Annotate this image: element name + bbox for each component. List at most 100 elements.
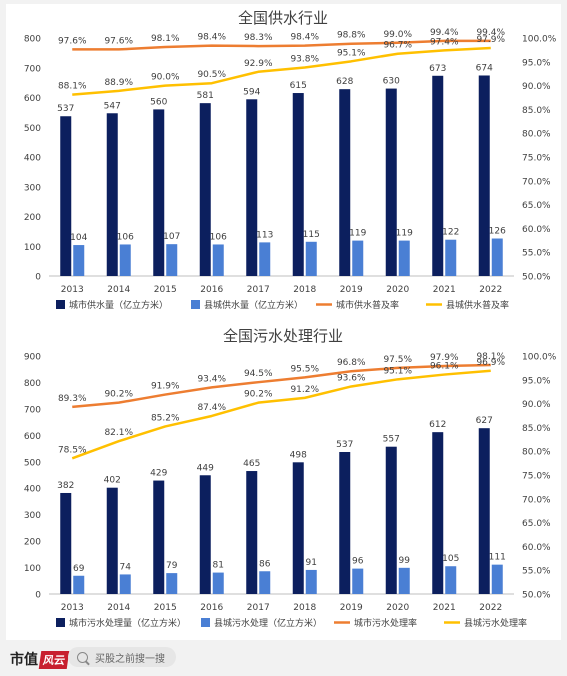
x-tick-label: 2021 [433,603,456,613]
y2-tick-label: 100.0% [522,35,557,45]
line-value-label: 82.1% [104,428,133,438]
bar-county [305,569,317,594]
search-box[interactable]: 买股之前搜一搜 [68,647,176,667]
bar-value-label: 498 [290,450,307,460]
bar-city [60,116,72,277]
y2-tick-label: 70.0% [522,495,551,505]
x-tick-label: 2013 [61,603,84,613]
bar-county [212,572,224,594]
x-tick-label: 2017 [247,285,270,295]
bar-value-label: 615 [290,81,307,91]
bar-value-label: 106 [210,232,227,242]
line-value-label: 97.6% [104,36,133,46]
bar-city [339,451,351,594]
bar-county [166,573,178,594]
x-tick-label: 2017 [247,603,270,613]
line-value-label: 98.1% [476,352,505,362]
y2-tick-label: 75.0% [522,154,551,164]
y2-tick-label: 90.0% [522,400,551,410]
bar-value-label: 107 [163,232,180,242]
bar-county [491,238,503,276]
bar-city [153,480,165,594]
bar-value-label: 122 [442,228,459,238]
line-value-label: 96.9% [476,358,505,368]
y-tick-label: 500 [24,458,41,468]
y2-tick-label: 65.0% [522,519,551,529]
x-tick-label: 2015 [154,603,177,613]
line-value-label: 98.4% [197,33,226,43]
y-tick-label: 300 [24,511,41,521]
bar-county [73,245,85,276]
x-tick-label: 2019 [340,285,363,295]
y-tick-label: 900 [24,353,41,363]
legend-label: 县城污水处理（亿立方米） [214,617,322,629]
sewage-treatment-chart: 全国污水处理行业 0 100 200 300 400 500 600 700 800 900 50.0… [24,327,557,629]
x-tick-label: 2020 [386,603,409,613]
bar-county [166,244,178,276]
bar-county [119,244,131,276]
line-value-label: 78.5% [58,445,87,455]
legend-label: 县城污水处理率 [464,617,527,629]
bar-value-label: 594 [243,87,260,97]
line-value-label: 93.6% [337,373,366,383]
bar-value-label: 79 [166,561,178,571]
y2-tick-label: 100.0% [522,353,557,363]
line-city-rate [72,39,491,51]
bar-value-label: 91 [306,558,317,568]
bar-city [385,88,397,276]
chart-title: 全国供水行业 [238,9,328,27]
y2-tick-label: 75.0% [522,472,551,482]
bar-value-label: 382 [57,481,74,491]
line-value-label: 95.1% [383,366,412,376]
line-value-label: 97.4% [430,37,459,47]
line-value-label: 99.4% [476,28,505,38]
y2-tick-label: 60.0% [522,543,551,553]
line-value-label: 96.1% [430,362,459,372]
y2-tick-label: 50.0% [522,273,551,283]
bar-city [199,475,211,594]
x-tick-label: 2013 [61,285,84,295]
y-tick-label: 600 [24,432,41,442]
y-tick-label: 100 [24,564,41,574]
line-value-label: 90.0% [151,73,180,83]
line-value-label: 98.3% [244,33,273,43]
bar-value-label: 126 [489,227,506,237]
bar-value-label: 99 [399,556,411,566]
bar-county [259,571,271,594]
line-county-rate [71,369,491,460]
line-value-label: 87.4% [197,403,226,413]
x-tick-label: 2019 [340,603,363,613]
y2-tick-label: 70.0% [522,177,551,187]
line-value-label: 95.5% [290,364,319,374]
y-tick-label: 800 [24,379,41,389]
line-value-label: 97.6% [58,36,87,46]
y2-tick-label: 85.0% [522,424,551,434]
line-value-label: 98.8% [337,31,366,41]
line-value-label: 98.1% [151,34,180,44]
y2-tick-label: 55.0% [522,567,551,577]
bar-value-label: 429 [150,469,167,479]
line-value-label: 97.9% [430,353,459,363]
y-tick-label: 500 [24,124,41,134]
bar-value-label: 74 [120,562,132,572]
line-value-label: 90.5% [197,70,226,80]
brand-logo: 市值 风云 [10,649,70,669]
x-tick-label: 2021 [433,285,456,295]
bar-city [478,75,490,276]
y-tick-label: 600 [24,94,41,104]
brand-badge: 风云 [38,651,70,669]
legend-label: 城市污水处理率 [354,617,417,629]
bar-value-label: 104 [70,233,87,243]
x-tick-label: 2018 [293,603,316,613]
bar-value-label: 581 [197,91,214,101]
footer-bar: 市值 风云 买股之前搜一搜 [0,640,567,676]
bar-value-label: 111 [489,553,506,563]
line-value-label: 85.2% [151,413,180,423]
bar-city [246,471,258,594]
legend-label: 城市供水量（亿立方米） [69,299,168,311]
y2-tick-label: 50.0% [522,591,551,601]
bar-value-label: 69 [73,564,85,574]
x-tick-label: 2015 [154,285,177,295]
bar-county [491,564,503,594]
bar-city [292,93,304,276]
